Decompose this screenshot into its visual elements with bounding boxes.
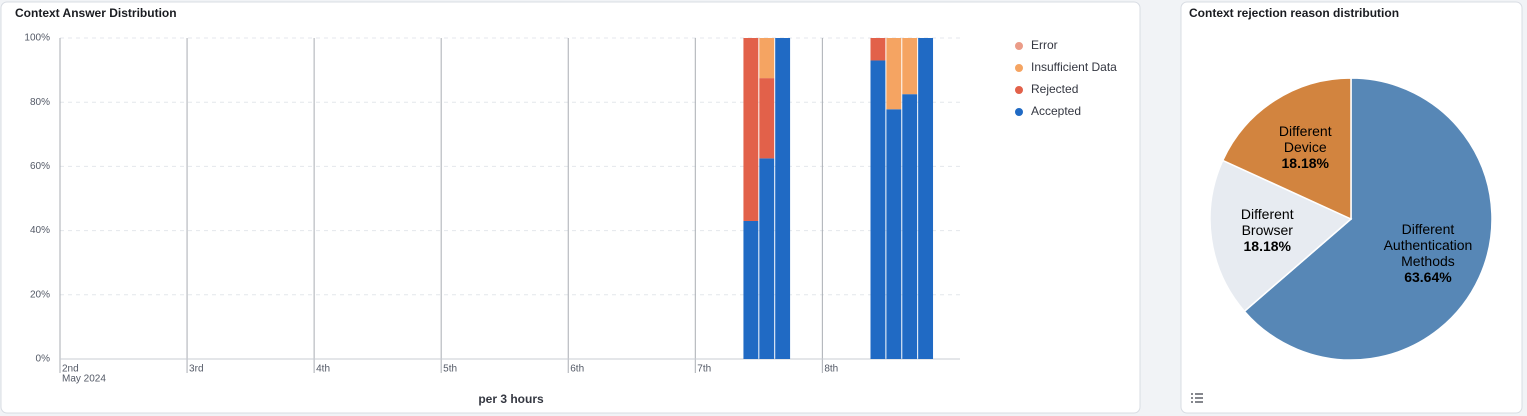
x-tick-label: 2nd xyxy=(62,364,79,375)
y-tick-label: 40% xyxy=(30,225,50,236)
panel-title: Context Answer Distribution xyxy=(15,6,177,20)
bar-segment xyxy=(886,38,902,110)
legend-label: Insufficient Data xyxy=(1031,60,1117,74)
x-tick-label: 8th xyxy=(824,364,838,375)
slice-value-label: 18.18% xyxy=(1282,155,1330,171)
bar-segment xyxy=(870,60,886,359)
y-tick-label: 100% xyxy=(24,33,50,44)
pie-slice xyxy=(1221,77,1352,221)
bar-segment xyxy=(759,78,775,159)
legend-label: Error xyxy=(1031,38,1058,52)
slice-value-label: 18.18% xyxy=(1244,238,1292,254)
y-tick-label: 60% xyxy=(30,161,50,172)
legend-marker xyxy=(1015,108,1023,116)
legend-marker xyxy=(1015,42,1023,50)
slice-label-line: Authentication xyxy=(1384,237,1473,253)
bar-segment xyxy=(902,94,918,360)
list-icon[interactable] xyxy=(1191,393,1203,403)
y-tick-label: 0% xyxy=(36,354,51,365)
x-tick-label: 6th xyxy=(570,364,584,375)
slice-label-line: Different xyxy=(1402,221,1455,237)
bar-segment xyxy=(886,109,902,360)
bar-segment xyxy=(870,38,886,61)
slice-label: Different Browser 18.18% xyxy=(1241,206,1294,254)
x-tick-label: 4th xyxy=(316,364,330,375)
legend-marker xyxy=(1015,64,1023,72)
x-sublabel: May 2024 xyxy=(62,374,106,385)
slice-label-line: Different xyxy=(1241,206,1294,222)
pie-slice xyxy=(1243,77,1493,361)
bar-segment xyxy=(759,38,775,79)
x-tick-label: 7th xyxy=(697,364,711,375)
x-tick-label: 5th xyxy=(443,364,457,375)
slice-label-line: Methods xyxy=(1401,253,1455,269)
slice-value-label: 63.64% xyxy=(1404,269,1452,285)
y-tick-label: 80% xyxy=(30,97,50,108)
bar-segment xyxy=(743,38,759,221)
slice-label-line: Device xyxy=(1284,139,1327,155)
bar-segment xyxy=(918,38,934,359)
legend-label: Rejected xyxy=(1031,82,1078,96)
bar-segment xyxy=(759,158,775,359)
bar-segment xyxy=(902,38,918,95)
slice-label-line: Different xyxy=(1279,123,1332,139)
x-axis-title: per 3 hours xyxy=(478,392,544,406)
legend-label: Accepted xyxy=(1031,104,1081,118)
slice-label-line: Browser xyxy=(1242,222,1294,238)
panel xyxy=(0,1,1141,414)
panel-title: Context rejection reason distribution xyxy=(1189,6,1399,20)
y-tick-label: 20% xyxy=(30,289,50,300)
slice-label: Different Device 18.18% xyxy=(1279,123,1332,171)
x-tick-label: 3rd xyxy=(189,364,203,375)
bar-segment xyxy=(743,220,759,359)
legend-marker xyxy=(1015,86,1023,94)
slice-label: Different Authentication Methods 63.64% xyxy=(1384,221,1473,285)
pie-slice xyxy=(1209,159,1353,313)
bar-segment xyxy=(775,38,791,359)
